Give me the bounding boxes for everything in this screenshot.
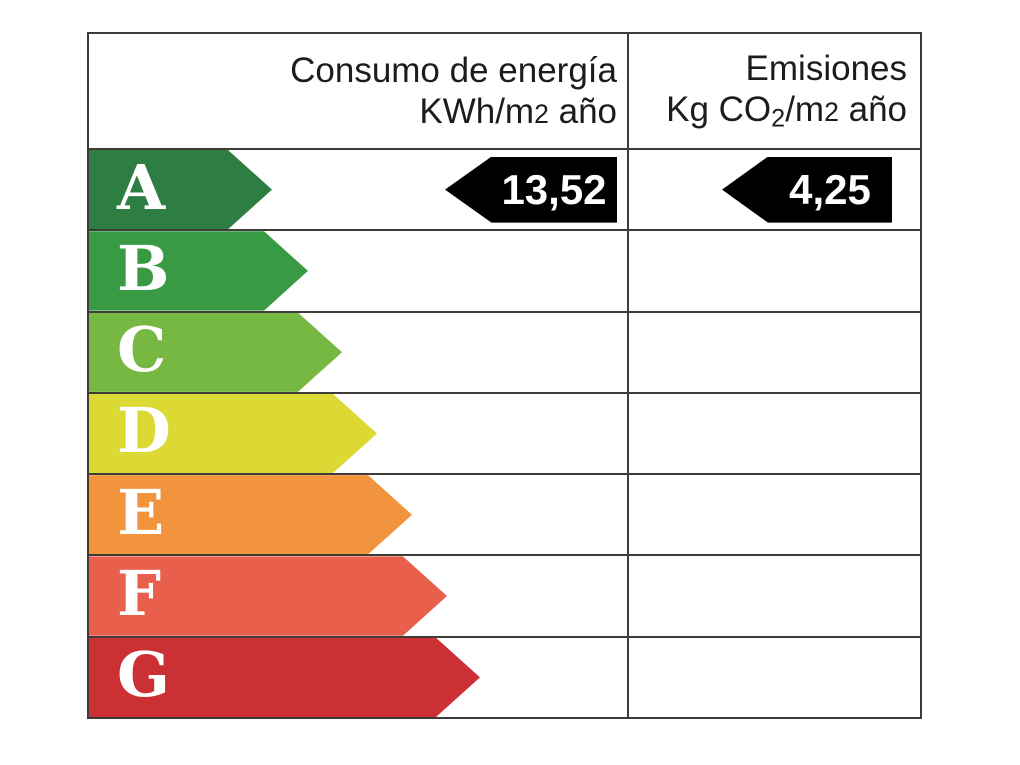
rating-row-c: C	[89, 310, 920, 392]
energy-label-table: Consumo de energía KWh/m2 año Emisiones …	[87, 32, 922, 719]
rating-bar-e: E	[89, 475, 412, 554]
emissions-unit-mid: /m	[785, 90, 825, 130]
rating-row-e: E	[89, 473, 920, 554]
emissions-value-tag: 4,25	[722, 156, 892, 223]
rating-letter-d: D	[117, 394, 171, 468]
emissions-column-title: Emisiones	[745, 48, 907, 88]
rating-bar-c: C	[89, 313, 342, 392]
energy-unit-suffix: año	[548, 92, 617, 131]
energy-column-units: KWh/m2 año	[89, 91, 617, 132]
rating-letter-c: C	[117, 313, 167, 387]
rating-bar-f: F	[89, 556, 447, 635]
energy-unit-exponent: 2	[534, 99, 549, 129]
rating-letter-e: E	[117, 475, 165, 549]
energy-unit-text: KWh/m	[419, 92, 535, 131]
emissions-unit-suffix: año	[838, 90, 907, 130]
energy-column-title: Consumo de energía	[290, 50, 617, 90]
rating-row-g: G	[89, 635, 920, 717]
emissions-value: 4,25	[789, 165, 871, 213]
column-divider	[627, 34, 629, 717]
rating-letter-a: A	[117, 150, 166, 224]
header-energy-column: Consumo de energía KWh/m2 año	[89, 34, 629, 148]
emissions-unit-exponent: 2	[824, 97, 839, 128]
rating-bar-a: A	[89, 150, 272, 229]
rating-bar-d: D	[89, 394, 377, 473]
rating-letter-b: B	[117, 231, 170, 305]
rating-rows: A 13,52 4,25 B C	[89, 150, 920, 717]
consumption-value-tag: 13,52	[445, 156, 617, 223]
emissions-unit-subscript: 2	[771, 104, 786, 133]
rating-letter-g: G	[117, 638, 170, 712]
rating-row-f: F	[89, 554, 920, 635]
emissions-unit-text: Kg CO	[666, 90, 772, 130]
rating-row-a: A 13,52 4,25	[89, 150, 920, 229]
emissions-column-units: Kg CO2/m2 año	[629, 89, 907, 134]
rating-bar-g: G	[89, 638, 480, 717]
rating-row-b: B	[89, 229, 920, 310]
table-header: Consumo de energía KWh/m2 año Emisiones …	[89, 34, 920, 150]
rating-letter-f: F	[117, 557, 162, 631]
rating-row-d: D	[89, 391, 920, 473]
rating-bar-b: B	[89, 231, 308, 310]
header-emissions-column: Emisiones Kg CO2/m2 año	[629, 34, 920, 148]
consumption-value: 13,52	[501, 165, 607, 213]
